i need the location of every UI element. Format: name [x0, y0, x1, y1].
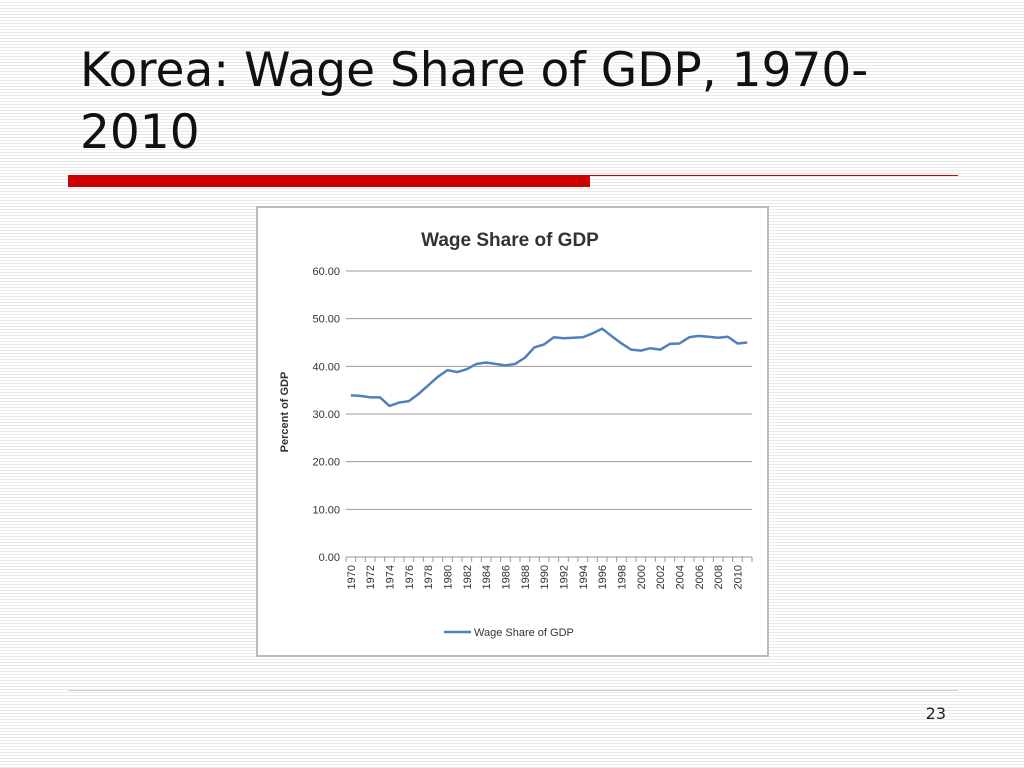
y-tick-label: 50.00 — [312, 314, 340, 326]
x-tick-label: 1978 — [423, 565, 435, 589]
x-tick-label: 1986 — [501, 565, 513, 589]
chart-frame — [256, 206, 769, 657]
chart-title: Wage Share of GDP — [421, 230, 599, 251]
x-tick-label: 2010 — [733, 565, 745, 589]
accent-bar — [68, 175, 590, 187]
y-tick-label: 20.00 — [312, 457, 340, 469]
x-tick-label: 1988 — [520, 565, 532, 589]
y-tick-label: 30.00 — [312, 409, 340, 421]
x-tick-label: 2006 — [694, 565, 706, 589]
x-tick-label: 1998 — [617, 565, 629, 589]
page-number: 23 — [925, 704, 946, 723]
x-tick-label: 1974 — [385, 565, 397, 589]
x-tick-label: 1994 — [578, 565, 590, 589]
x-tick-label: 1992 — [559, 565, 571, 589]
x-tick-label: 1996 — [597, 565, 609, 589]
y-tick-label: 10.00 — [312, 504, 340, 516]
x-tick-label: 2002 — [655, 565, 667, 589]
x-tick-label: 1980 — [443, 565, 455, 589]
y-axis-label: Percent of GDP — [279, 372, 291, 453]
x-tick-label: 2004 — [675, 565, 687, 589]
x-tick-label: 2008 — [713, 565, 725, 589]
x-tick-label: 1982 — [462, 565, 474, 589]
y-tick-label: 40.00 — [312, 361, 340, 373]
chart: Wage Share of GDP Percent of GDP 0.00 10.… — [256, 206, 769, 657]
x-tick-label: 1970 — [346, 565, 358, 589]
data-line — [350, 327, 748, 408]
legend-label: Wage Share of GDP — [474, 627, 574, 639]
x-tick-label: 1976 — [404, 565, 416, 589]
y-tick-label: 0.00 — [319, 552, 340, 564]
x-tick-label: 1972 — [365, 565, 377, 589]
y-tick-label: 60.00 — [312, 266, 340, 278]
slide-title: Korea: Wage Share of GDP, 1970-2010 — [80, 43, 869, 160]
x-tick-label: 2000 — [636, 565, 648, 589]
x-tick-label: 1984 — [481, 565, 493, 589]
x-tick-label: 1990 — [539, 565, 551, 589]
